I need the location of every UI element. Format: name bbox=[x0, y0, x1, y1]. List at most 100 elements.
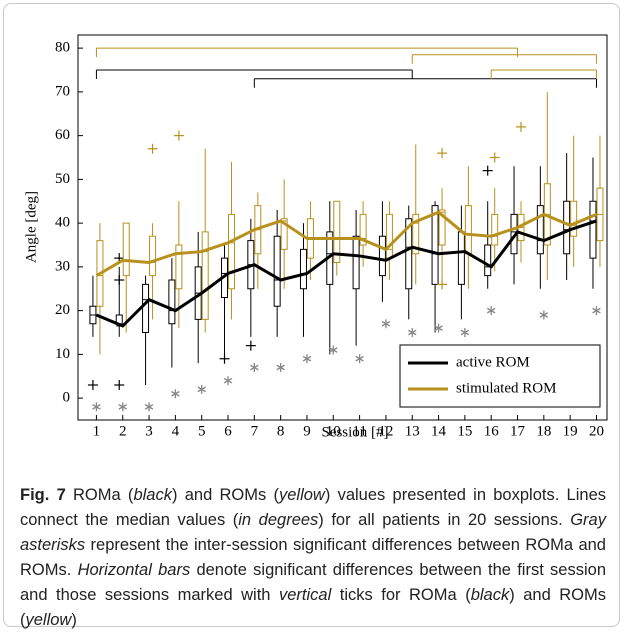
x-tick-label: 9 bbox=[303, 423, 311, 439]
median-line bbox=[95, 219, 597, 328]
caption-run: vertical bbox=[278, 586, 332, 604]
x-axis-label: Session [#] bbox=[321, 424, 388, 440]
asterisk-stroke bbox=[223, 377, 233, 384]
caption-run: in degrees bbox=[238, 511, 319, 529]
box bbox=[149, 235, 157, 277]
asterisk bbox=[592, 306, 601, 316]
asterisk-stroke bbox=[171, 390, 180, 397]
y-tick-label: 80 bbox=[55, 40, 70, 56]
outlier bbox=[114, 275, 125, 285]
x-tick-label: 8 bbox=[277, 423, 285, 439]
legend-label: active ROM bbox=[456, 354, 530, 370]
box bbox=[589, 200, 597, 259]
caption-run: represent the inter-session significant … bbox=[20, 536, 611, 579]
box bbox=[359, 213, 367, 246]
asterisk bbox=[250, 363, 259, 372]
caption-run: yellow bbox=[278, 486, 325, 504]
asterisk bbox=[381, 319, 391, 329]
asterisk-stroke bbox=[434, 325, 443, 331]
asterisk bbox=[223, 376, 233, 386]
box bbox=[536, 205, 544, 255]
asterisk-stroke bbox=[460, 329, 470, 336]
box bbox=[491, 213, 499, 246]
box bbox=[228, 213, 236, 290]
asterisk bbox=[276, 363, 285, 372]
x-tick-label: 12 bbox=[378, 423, 393, 439]
asterisk-stroke bbox=[539, 312, 549, 318]
y-tick-label: 40 bbox=[55, 215, 70, 231]
x-tick-label: 17 bbox=[510, 423, 526, 439]
box bbox=[438, 209, 446, 246]
outlier bbox=[147, 143, 158, 154]
box bbox=[333, 200, 341, 263]
outlier bbox=[219, 353, 230, 364]
asterisk bbox=[92, 402, 101, 412]
asterisk-stroke bbox=[92, 404, 101, 410]
caption-run: ) for all patients in 20 sessions. bbox=[318, 511, 571, 529]
outlier bbox=[114, 380, 125, 390]
outlier bbox=[87, 380, 98, 390]
box bbox=[168, 279, 176, 325]
outlier bbox=[482, 165, 493, 176]
asterisk bbox=[197, 384, 206, 394]
caption-run: ) values presented in boxplots. Lines co… bbox=[20, 486, 611, 529]
y-axis-label: Angle [deg] bbox=[23, 191, 39, 263]
x-tick-label: 15 bbox=[457, 423, 472, 439]
asterisk-stroke bbox=[486, 307, 496, 314]
box bbox=[175, 244, 183, 290]
asterisk bbox=[302, 354, 312, 364]
legend-label: stimulated ROM bbox=[456, 380, 556, 396]
asterisk-stroke bbox=[250, 364, 259, 371]
box bbox=[484, 244, 492, 277]
x-tick-label: 11 bbox=[352, 423, 366, 439]
asterisk bbox=[408, 328, 417, 337]
caption-run: ticks for ROMa ( bbox=[331, 586, 471, 604]
box bbox=[122, 222, 130, 277]
caption-run: yellow bbox=[25, 611, 72, 629]
outlier bbox=[516, 121, 527, 132]
median-line bbox=[95, 210, 598, 277]
box bbox=[352, 235, 360, 290]
asterisk bbox=[171, 389, 180, 399]
caption-run: Fig. 7 bbox=[20, 486, 66, 504]
box bbox=[563, 200, 571, 255]
asterisk bbox=[434, 323, 443, 333]
box bbox=[464, 205, 472, 255]
x-tick-label: 14 bbox=[431, 423, 447, 439]
box bbox=[273, 235, 281, 307]
outlier bbox=[437, 148, 448, 159]
caption-run: denote significant differences between t… bbox=[20, 561, 611, 604]
box bbox=[412, 213, 420, 255]
box bbox=[457, 231, 465, 285]
box bbox=[299, 248, 307, 290]
asterisk bbox=[539, 310, 549, 320]
caption-run: ) bbox=[71, 611, 77, 629]
asterisk-stroke bbox=[118, 404, 127, 410]
caption: Fig. 7 ROMa (black) and ROMs (yellow) va… bbox=[20, 483, 606, 633]
y-tick-label: 20 bbox=[55, 302, 70, 318]
box bbox=[385, 213, 393, 259]
box bbox=[201, 231, 209, 320]
x-tick-label: 1 bbox=[93, 423, 101, 439]
y-tick-label: 50 bbox=[55, 171, 70, 187]
outlier bbox=[489, 152, 500, 163]
x-tick-label: 3 bbox=[145, 423, 153, 439]
caption-run: Gray asterisks bbox=[20, 511, 611, 554]
outlier bbox=[245, 340, 256, 351]
caption-run: ) and ROMs ( bbox=[20, 586, 611, 629]
figure-card bbox=[3, 3, 620, 627]
box bbox=[431, 205, 439, 285]
asterisk-stroke bbox=[592, 307, 601, 314]
caption-run: Horizontal bars bbox=[77, 561, 191, 579]
y-tick-label: 70 bbox=[55, 83, 70, 99]
x-tick-label: 19 bbox=[563, 423, 578, 439]
asterisk-stroke bbox=[276, 364, 285, 371]
x-tick-label: 16 bbox=[484, 423, 500, 439]
asterisk bbox=[486, 306, 496, 316]
asterisk-stroke bbox=[329, 347, 338, 353]
x-tick-label: 6 bbox=[224, 423, 232, 439]
caption-run: ROMa ( bbox=[65, 486, 134, 504]
x-tick-label: 18 bbox=[536, 423, 551, 439]
y-tick-label: 60 bbox=[55, 127, 70, 143]
